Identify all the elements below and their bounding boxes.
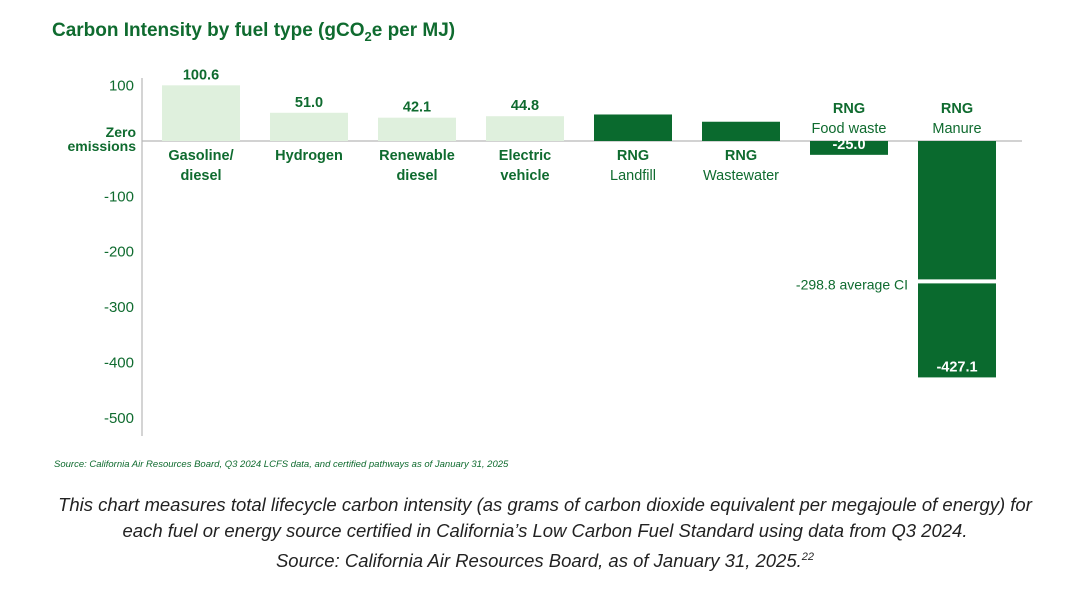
category-label: Renewable xyxy=(379,148,455,164)
bar xyxy=(378,117,456,141)
category-label-line2: diesel xyxy=(180,168,221,184)
category-label: RNG xyxy=(725,148,757,164)
bar xyxy=(162,85,240,141)
labels: 100.6 Gasoline/diesel 51.0 Hydrogen 42.1 Rene… xyxy=(168,67,998,375)
category-label-line2: Wastewater xyxy=(703,168,779,184)
chart-title: Carbon Intensity by fuel type (gCO2e per… xyxy=(52,20,455,44)
bar-value-label: -427.1 xyxy=(936,359,977,375)
caption-line-2: each fuel or energy source certified in … xyxy=(122,520,968,541)
bar-value-label: 100.6 xyxy=(183,67,219,83)
bar-value-label: 47.9 xyxy=(619,141,647,157)
zero-label-emissions: emissions xyxy=(68,138,137,154)
caption-line-1: This chart measures total lifecycle carb… xyxy=(58,494,1032,515)
bars xyxy=(162,85,996,378)
bar-value-label: -25.0 xyxy=(832,137,865,153)
category-label: Gasoline/ xyxy=(168,148,233,164)
bar xyxy=(594,114,672,141)
category-label-line2: Landfill xyxy=(610,168,656,184)
caption-line-3: Source: California Air Resources Board, … xyxy=(275,550,802,572)
average-ci-marker xyxy=(916,279,998,284)
bar-value-label: 44.8 xyxy=(511,98,539,114)
y-tick-label: 100 xyxy=(109,78,134,95)
bar xyxy=(270,112,348,141)
category-label: RNG xyxy=(941,101,973,117)
bar-value-label: 34.8 xyxy=(727,149,755,165)
category-label: Electric xyxy=(499,148,551,164)
category-label-line2: Food waste xyxy=(812,121,887,137)
bar-value-label: 42.1 xyxy=(403,100,431,116)
bar xyxy=(810,141,888,155)
carbon-intensity-chart: Carbon Intensity by fuel type (gCO2e per… xyxy=(52,20,1022,470)
caption-footnote: 22 xyxy=(801,551,815,563)
y-tick-label: -300 xyxy=(104,299,134,316)
category-label-line2: vehicle xyxy=(500,168,549,184)
category-label: Hydrogen xyxy=(275,148,343,164)
y-tick-label: -100 xyxy=(104,188,134,205)
category-label: RNG xyxy=(833,101,865,117)
y-tick-label: -200 xyxy=(104,244,134,261)
category-label-line2: Manure xyxy=(932,121,981,137)
bar-value-label: 51.0 xyxy=(295,95,323,111)
average-ci-label: -298.8 average CI xyxy=(796,276,908,292)
bar xyxy=(702,121,780,141)
zero-label: Zero xyxy=(106,124,136,140)
y-tick-label: -400 xyxy=(104,354,134,371)
bar xyxy=(486,116,564,141)
chart-source: Source: California Air Resources Board, … xyxy=(54,459,509,470)
bar xyxy=(918,141,996,378)
y-tick-label: -500 xyxy=(104,410,134,427)
category-label: RNG xyxy=(617,148,649,164)
chart-caption: This chart measures total lifecycle carb… xyxy=(0,492,1090,574)
category-label-line2: diesel xyxy=(396,168,437,184)
